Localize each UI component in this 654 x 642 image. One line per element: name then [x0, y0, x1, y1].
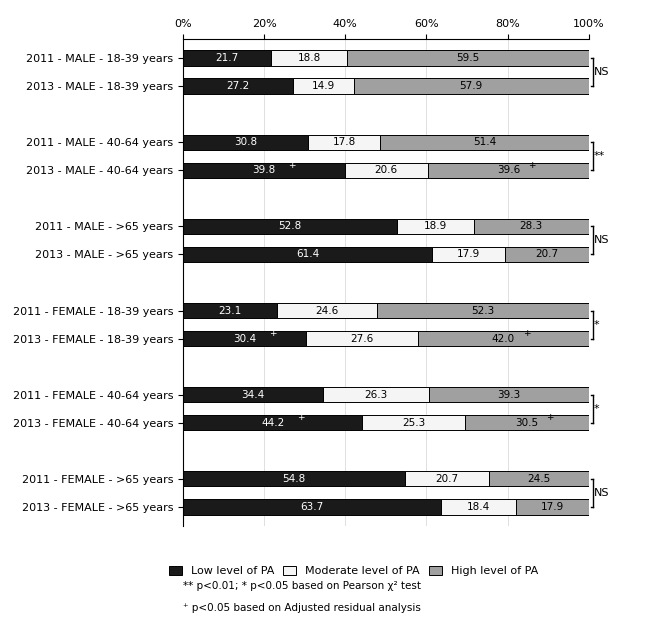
Text: 44.2: 44.2 [261, 418, 284, 428]
Text: 20.7: 20.7 [436, 474, 459, 484]
Text: ⁺ p<0.05 based on Adjusted residual analysis: ⁺ p<0.05 based on Adjusted residual anal… [183, 603, 421, 614]
Bar [277, 303, 377, 318]
Text: 39.3: 39.3 [497, 390, 521, 400]
Text: +: + [269, 329, 277, 338]
Text: 23.1: 23.1 [218, 306, 241, 315]
Text: 39.6: 39.6 [496, 165, 520, 175]
Text: 34.4: 34.4 [241, 390, 264, 400]
Bar [183, 387, 322, 403]
Text: 27.2: 27.2 [227, 81, 250, 91]
Bar [505, 247, 589, 262]
Text: NS: NS [594, 488, 610, 498]
Text: 27.6: 27.6 [351, 334, 374, 343]
Bar [429, 387, 589, 403]
Bar [294, 78, 354, 94]
Bar [183, 499, 441, 514]
Text: 20.7: 20.7 [535, 250, 559, 259]
Bar [362, 415, 465, 430]
Text: 24.6: 24.6 [315, 306, 338, 315]
Bar [183, 51, 271, 66]
Text: 18.4: 18.4 [467, 502, 490, 512]
Text: NS: NS [594, 67, 610, 77]
Bar [428, 162, 589, 178]
Bar [354, 78, 589, 94]
Bar [183, 247, 432, 262]
Text: 30.8: 30.8 [234, 137, 257, 147]
Bar [345, 162, 428, 178]
Text: ** p<0.01; * p<0.05 based on Pearson χ² test: ** p<0.01; * p<0.05 based on Pearson χ² … [183, 581, 421, 591]
Bar [419, 331, 589, 346]
Text: 61.4: 61.4 [296, 250, 319, 259]
Text: 30.4: 30.4 [233, 334, 256, 343]
Bar [183, 135, 308, 150]
Text: 18.8: 18.8 [298, 53, 321, 63]
Bar [432, 247, 505, 262]
Text: 17.9: 17.9 [541, 502, 564, 512]
Text: 63.7: 63.7 [301, 502, 324, 512]
Bar [347, 51, 589, 66]
Text: +: + [528, 160, 535, 169]
Text: 52.8: 52.8 [279, 221, 301, 231]
Text: 18.9: 18.9 [424, 221, 447, 231]
Bar [306, 331, 419, 346]
Legend: Low level of PA, Moderate level of PA, High level of PA: Low level of PA, Moderate level of PA, H… [164, 561, 543, 580]
Text: 21.7: 21.7 [215, 53, 239, 63]
Bar [465, 415, 589, 430]
Text: *: * [594, 404, 600, 413]
Bar [183, 162, 345, 178]
Bar [516, 499, 589, 514]
Text: 52.3: 52.3 [471, 306, 494, 315]
Bar [322, 387, 429, 403]
Bar [397, 219, 474, 234]
Bar [308, 135, 380, 150]
Text: 24.5: 24.5 [527, 474, 551, 484]
Bar [380, 135, 589, 150]
Text: 42.0: 42.0 [492, 334, 515, 343]
Bar [489, 471, 589, 487]
Text: 30.5: 30.5 [515, 418, 538, 428]
Text: 26.3: 26.3 [364, 390, 388, 400]
Text: NS: NS [594, 236, 610, 245]
Bar [474, 219, 589, 234]
Bar [183, 219, 397, 234]
Bar [183, 471, 405, 487]
Bar [183, 415, 362, 430]
Text: +: + [297, 413, 305, 422]
Text: +: + [523, 329, 530, 338]
Bar [271, 51, 347, 66]
Bar [405, 471, 489, 487]
Bar [183, 78, 294, 94]
Text: 25.3: 25.3 [402, 418, 425, 428]
Text: 17.9: 17.9 [456, 250, 480, 259]
Text: 39.8: 39.8 [252, 165, 275, 175]
Text: 59.5: 59.5 [456, 53, 479, 63]
Text: *: * [594, 320, 600, 329]
Text: **: ** [594, 152, 605, 161]
Bar [441, 499, 516, 514]
Bar [183, 331, 306, 346]
Text: 14.9: 14.9 [312, 81, 336, 91]
Text: 28.3: 28.3 [519, 221, 543, 231]
Text: 17.8: 17.8 [332, 137, 356, 147]
Text: +: + [546, 413, 554, 422]
Text: 54.8: 54.8 [283, 474, 306, 484]
Text: +: + [288, 160, 296, 169]
Text: 20.6: 20.6 [375, 165, 398, 175]
Bar [377, 303, 589, 318]
Bar [183, 303, 277, 318]
Text: 51.4: 51.4 [473, 137, 496, 147]
Text: 57.9: 57.9 [460, 81, 483, 91]
